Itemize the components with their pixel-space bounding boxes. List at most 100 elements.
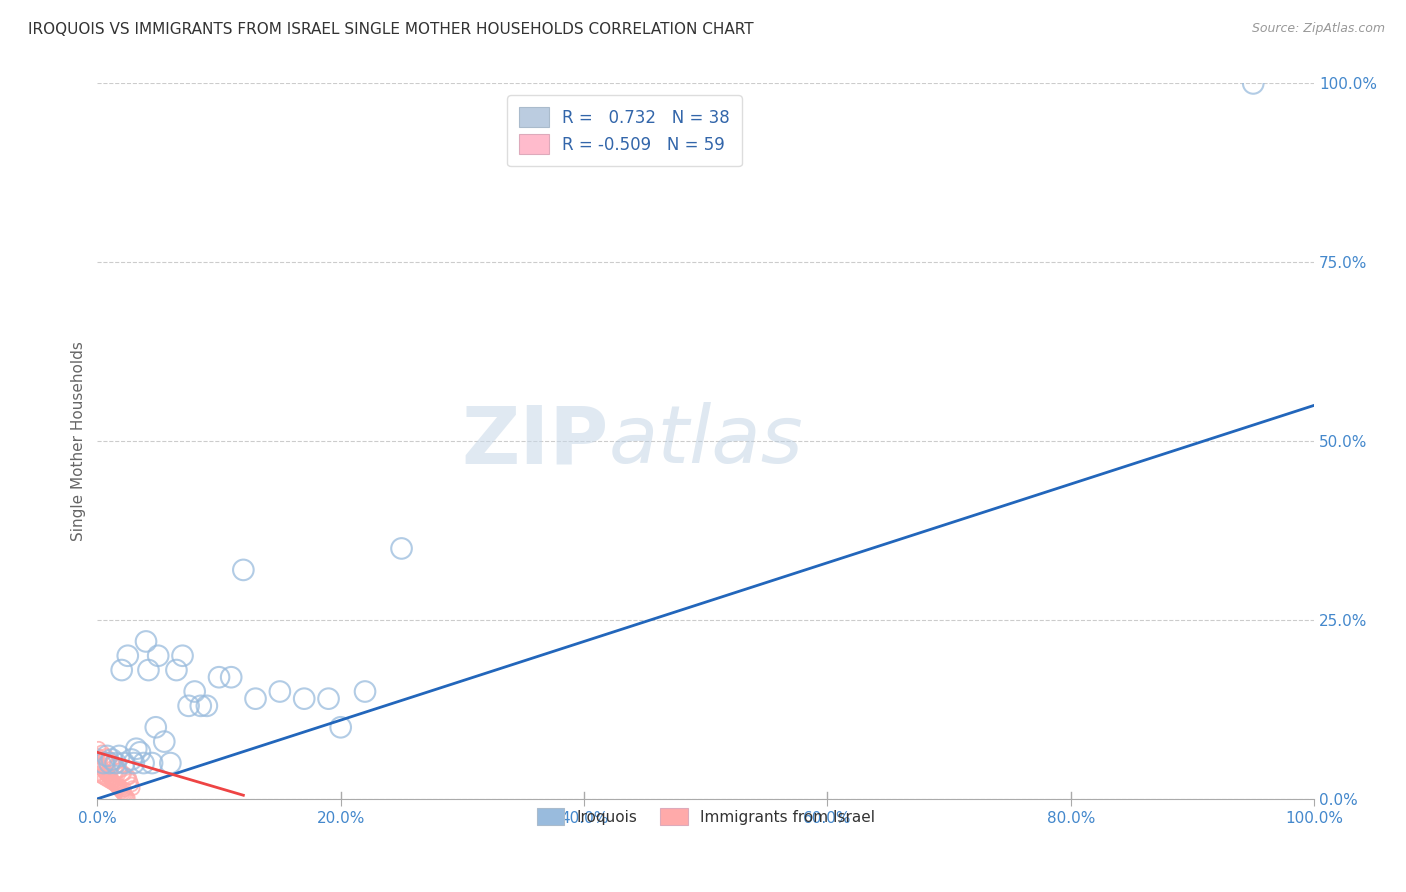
Point: [112, 766, 135, 780]
Point: [118, 770, 141, 784]
Point: [108, 780, 131, 794]
Text: IROQUOIS VS IMMIGRANTS FROM ISRAEL SINGLE MOTHER HOUSEHOLDS CORRELATION CHART: IROQUOIS VS IMMIGRANTS FROM ISRAEL SINGL…: [28, 22, 754, 37]
Point: [91, 745, 114, 759]
Point: [1241, 77, 1264, 91]
Point: [135, 634, 157, 648]
Point: [105, 759, 128, 773]
Point: [129, 745, 152, 759]
Point: [329, 720, 352, 734]
Point: [96, 767, 118, 781]
Point: [104, 759, 127, 773]
Point: [117, 791, 139, 805]
Point: [132, 756, 155, 770]
Point: [111, 786, 134, 800]
Y-axis label: Single Mother Households: Single Mother Households: [72, 342, 86, 541]
Point: [98, 773, 121, 788]
Point: [292, 691, 315, 706]
Point: [100, 772, 122, 786]
Point: [105, 778, 128, 792]
Point: [112, 756, 135, 770]
Point: [91, 762, 114, 776]
Point: [104, 756, 127, 770]
Point: [112, 788, 135, 802]
Point: [89, 759, 111, 773]
Point: [93, 752, 115, 766]
Point: [145, 720, 167, 734]
Point: [96, 748, 118, 763]
Point: [111, 663, 134, 677]
Point: [108, 763, 131, 777]
Point: [87, 757, 110, 772]
Point: [111, 766, 134, 780]
Point: [97, 755, 120, 769]
Point: [110, 763, 132, 777]
Point: [219, 670, 242, 684]
Point: [172, 648, 194, 663]
Point: [103, 777, 125, 791]
Point: [117, 648, 139, 663]
Point: [104, 778, 127, 792]
Point: [97, 769, 120, 783]
Point: [115, 790, 138, 805]
Text: atlas: atlas: [609, 402, 803, 480]
Point: [318, 691, 340, 706]
Point: [89, 768, 111, 782]
Point: [107, 780, 129, 795]
Point: [94, 766, 117, 780]
Point: [245, 691, 267, 706]
Point: [117, 770, 139, 784]
Point: [90, 760, 112, 774]
Point: [103, 776, 125, 790]
Point: [120, 778, 142, 792]
Point: [114, 789, 136, 803]
Point: [125, 741, 148, 756]
Point: [93, 764, 115, 779]
Point: [101, 775, 124, 789]
Text: Source: ZipAtlas.com: Source: ZipAtlas.com: [1251, 22, 1385, 36]
Point: [98, 752, 121, 766]
Point: [86, 748, 108, 763]
Point: [87, 741, 110, 756]
Text: ZIP: ZIP: [461, 402, 609, 480]
Point: [108, 781, 131, 796]
Point: [110, 783, 132, 797]
Point: [141, 756, 163, 770]
Point: [122, 756, 145, 770]
Point: [105, 779, 128, 793]
Point: [101, 756, 124, 770]
Point: [98, 756, 121, 770]
Point: [101, 752, 124, 766]
Point: [93, 771, 115, 785]
Point: [232, 563, 254, 577]
Point: [108, 748, 131, 763]
Point: [93, 763, 115, 777]
Point: [101, 756, 124, 771]
Point: [165, 663, 187, 677]
Point: [138, 663, 160, 677]
Point: [391, 541, 413, 556]
Point: [93, 756, 115, 770]
Point: [111, 781, 134, 796]
Point: [159, 756, 181, 770]
Point: [94, 748, 117, 763]
Point: [101, 773, 124, 788]
Point: [112, 782, 135, 797]
Point: [208, 670, 231, 684]
Point: [98, 770, 121, 784]
Point: [96, 772, 118, 787]
Point: [190, 698, 212, 713]
Point: [120, 773, 142, 788]
Point: [153, 734, 176, 748]
Point: [183, 684, 205, 698]
Point: [120, 752, 142, 766]
Point: [86, 766, 108, 780]
Point: [86, 756, 108, 770]
Point: [354, 684, 377, 698]
Point: [121, 781, 143, 796]
Point: [148, 648, 170, 663]
Legend: Iroquois, Immigrants from Israel: Iroquois, Immigrants from Israel: [527, 799, 884, 834]
Point: [101, 774, 124, 789]
Point: [91, 770, 114, 784]
Point: [111, 785, 134, 799]
Point: [269, 684, 291, 698]
